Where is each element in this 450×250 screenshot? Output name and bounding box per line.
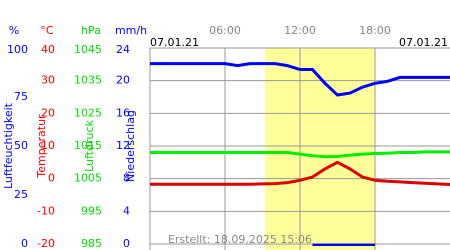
x-tick-label: 18:00 [359, 24, 391, 37]
series-line [150, 150, 450, 159]
y-tick-label: 25 [14, 188, 28, 201]
footer: Erstellt: 18.09.2025 15:06 [168, 233, 312, 246]
y-tick-label: 0 [21, 237, 28, 250]
y-tick-label: 50 [14, 139, 28, 152]
date-right: 07.01.21 [399, 36, 448, 49]
y-tick-label: 10 [41, 139, 55, 152]
y-tick-label: 20 [116, 74, 130, 87]
axis-title: Niederschlag [124, 110, 137, 182]
y-tick-label: 1015 [74, 139, 102, 152]
x-tick-label: 06:00 [209, 24, 241, 37]
x-tick-label: 12:00 [284, 24, 316, 37]
date-left: 07.01.21 [150, 36, 199, 49]
precip-bar [312, 243, 325, 246]
axis-title: Luftdruck [83, 119, 96, 171]
y-tick-label: 75 [14, 90, 28, 103]
series-line [150, 160, 450, 187]
series-line [150, 62, 450, 97]
precip-bar [362, 243, 375, 246]
daylight-band [265, 48, 375, 250]
precip-bar [350, 243, 363, 246]
precip-bar [337, 243, 350, 246]
y-tick-label: -10 [37, 204, 55, 217]
axis-title: Temperatur [35, 114, 48, 179]
y-tick-label: 16 [116, 106, 130, 119]
y-tick-label: 30 [41, 74, 55, 87]
y-tick-label: 20 [41, 106, 55, 119]
y-tick-label: 985 [81, 237, 102, 250]
y-tick-label: 24 [116, 43, 130, 56]
y-tick-label: 1025 [74, 106, 102, 119]
y-tick-label: 100 [7, 43, 28, 56]
axis-unit: hPa [81, 24, 101, 37]
y-tick-label: 995 [81, 204, 102, 217]
y-tick-label: 1045 [74, 43, 102, 56]
y-tick-label: 1035 [74, 74, 102, 87]
y-tick-label: 4 [123, 204, 130, 217]
axis-unit: °C [40, 24, 54, 37]
precip-bar [325, 243, 338, 246]
y-tick-label: 8 [123, 172, 130, 185]
axis-title: Luftfeuchtigkeit [2, 102, 15, 189]
y-tick-label: 1005 [74, 172, 102, 185]
axis-unit: % [9, 24, 19, 37]
y-tick-label: 12 [116, 139, 130, 152]
y-tick-label: -20 [37, 237, 55, 250]
y-tick-label: 0 [48, 172, 55, 185]
axis-unit: mm/h [115, 24, 147, 37]
y-tick-label: 0 [123, 237, 130, 250]
y-tick-label: 40 [41, 43, 55, 56]
